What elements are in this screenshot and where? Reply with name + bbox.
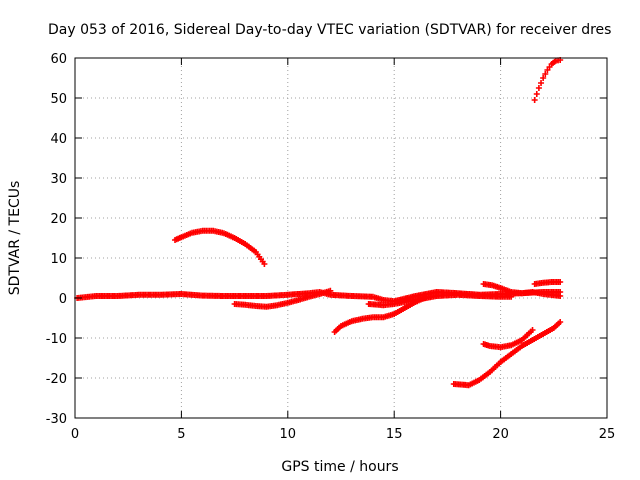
data-point	[529, 327, 536, 333]
series-arc-bump	[480, 281, 564, 299]
chart-title: Day 053 of 2016, Sidereal Day-to-day VTE…	[48, 22, 611, 38]
series-arc-dip	[231, 287, 334, 310]
data-point	[538, 80, 545, 86]
y-tick-label: -10	[46, 332, 67, 347]
x-axis-label: GPS time / hours	[281, 459, 398, 475]
y-tick-label: -30	[46, 412, 67, 427]
x-tick-label: 5	[177, 427, 185, 442]
data-point	[261, 261, 268, 267]
x-tick-label: 20	[492, 427, 509, 442]
y-tick-label: 60	[50, 52, 67, 67]
data-point	[533, 91, 540, 97]
data-point	[535, 85, 542, 91]
y-axis-label: SDTVAR / TECUs	[7, 181, 23, 296]
y-tick-label: 20	[50, 212, 67, 227]
y-tick-label: 40	[50, 132, 67, 147]
data-point	[327, 287, 334, 294]
y-tick-label: 50	[50, 92, 67, 107]
data-point	[557, 279, 564, 285]
plot-data	[74, 57, 564, 389]
series-arc-short	[531, 279, 564, 287]
data-point	[540, 75, 547, 81]
plot-border	[74, 57, 608, 419]
data-point	[557, 319, 564, 325]
data-point	[557, 293, 564, 299]
grid	[75, 58, 607, 418]
series-arc-drop	[450, 319, 564, 389]
series-arc-hump	[172, 227, 268, 267]
series-arc-flat-2	[365, 291, 515, 309]
y-tick-label: 0	[59, 292, 67, 307]
y-tick-label: 10	[50, 252, 67, 267]
ticks: 0 5 10 15 20 25 -30 -20 -10 0 10 20 30 40 50 60	[46, 52, 616, 442]
x-tick-label: 0	[71, 427, 79, 442]
data-point	[531, 97, 538, 103]
data-point	[542, 71, 549, 77]
series-arc-rise	[480, 327, 536, 351]
x-tick-label: 15	[386, 427, 403, 442]
x-tick-label: 10	[280, 427, 297, 442]
x-tick-label: 25	[599, 427, 616, 442]
series-arc-high	[531, 57, 564, 103]
y-tick-label: 30	[50, 172, 67, 187]
y-tick-label: -20	[46, 372, 67, 387]
